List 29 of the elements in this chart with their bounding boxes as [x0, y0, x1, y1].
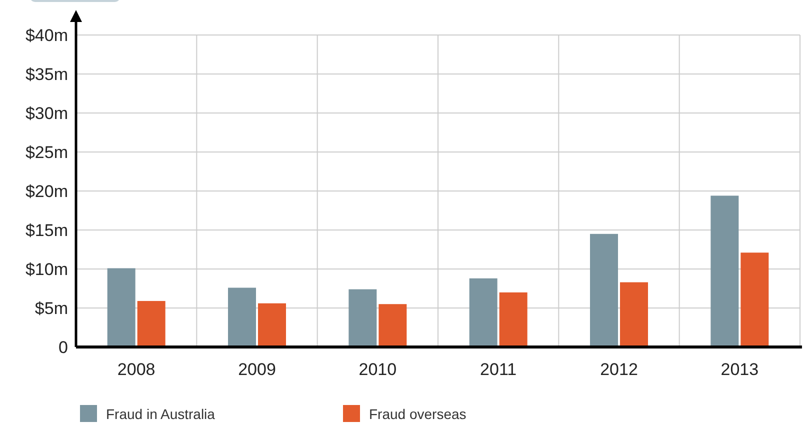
bar [740, 252, 769, 347]
bar [710, 196, 739, 347]
y-tick-label: $25m [25, 142, 68, 162]
x-tick-label: 2009 [238, 360, 276, 379]
y-tick-label: $40m [25, 26, 68, 45]
bar [620, 282, 648, 347]
bar [469, 278, 498, 347]
y-tick-label: $5m [34, 298, 68, 318]
y-tick-label: $30m [25, 104, 68, 123]
bar [137, 300, 166, 347]
bar [590, 234, 618, 347]
legend-label: Fraud in Australia [106, 406, 216, 422]
legend-label: Fraud overseas [369, 406, 466, 422]
x-tick-label: 2013 [720, 360, 759, 379]
y-tick-label: $35m [25, 64, 68, 84]
y-tick-label: $15m [25, 220, 68, 240]
bar [228, 288, 256, 347]
bar [107, 268, 136, 347]
bar [348, 289, 377, 347]
x-tick-label: 2012 [600, 360, 638, 379]
bar [258, 303, 286, 347]
y-tick-label: $20m [25, 182, 68, 201]
y-tick-label: 0 [58, 338, 68, 357]
bar [378, 304, 407, 347]
x-tick-label: 2010 [358, 360, 397, 379]
y-tick-label: $10m [25, 260, 68, 279]
x-tick-label: 2011 [480, 360, 517, 379]
bar [499, 292, 528, 347]
x-tick-label: 2008 [117, 360, 156, 379]
